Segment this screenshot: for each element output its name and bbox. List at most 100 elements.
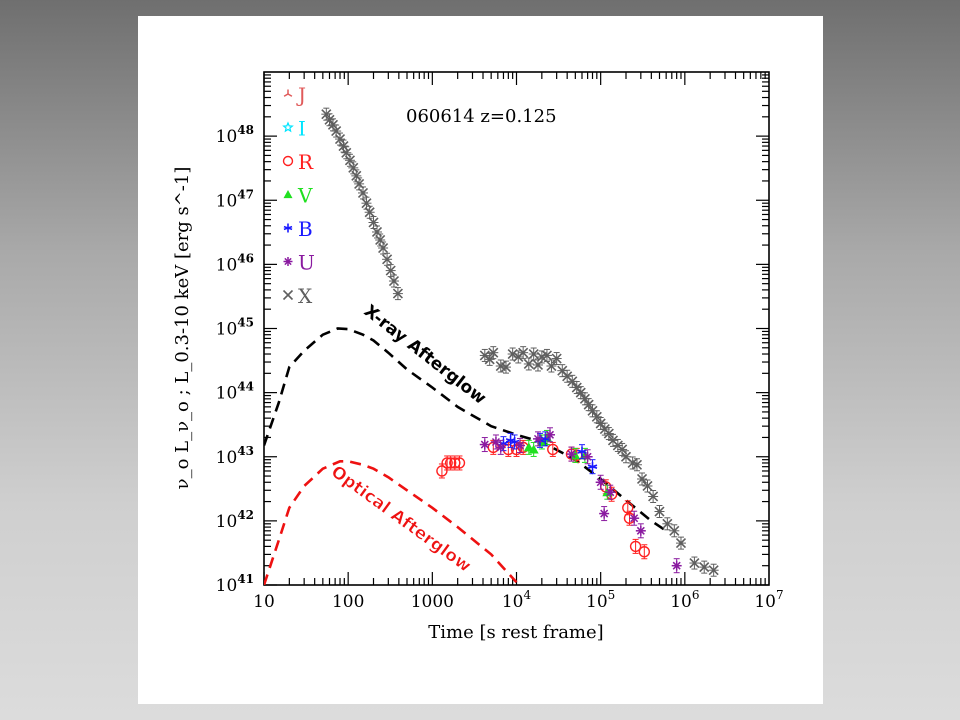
series-R	[436, 439, 651, 560]
marker-stroke	[546, 360, 557, 372]
marker-stroke	[348, 162, 359, 173]
y-tick-exponent: 42	[237, 508, 254, 522]
marker-stroke	[617, 444, 628, 455]
marker-stroke	[591, 411, 602, 422]
legend-label: I	[298, 117, 306, 141]
x-tick-label: 1000	[411, 592, 454, 612]
series-U	[479, 427, 682, 574]
marker-stroke	[388, 275, 400, 287]
x-tick-label: 104	[502, 588, 532, 612]
y-tick-exponent: 43	[237, 444, 254, 458]
x-tick-exponent: 6	[692, 588, 700, 602]
marker-stroke	[488, 347, 499, 358]
marker-stroke	[324, 114, 335, 125]
marker-stroke	[675, 538, 687, 549]
data-point-X	[551, 352, 562, 366]
marker-stroke	[540, 436, 551, 442]
y-tick-base: 10	[216, 384, 238, 404]
data-point-X	[620, 450, 632, 464]
legend-item-U: U	[283, 251, 315, 275]
data-point-X	[500, 360, 512, 374]
y-tick-exponent: 48	[237, 123, 254, 137]
marker-stroke	[484, 354, 495, 365]
data-point-R	[638, 544, 651, 560]
data-points	[321, 107, 719, 577]
data-point-X	[583, 398, 594, 412]
marker-stroke	[595, 418, 606, 429]
marker-stroke	[631, 459, 643, 470]
marker-stroke	[385, 265, 396, 276]
marker-stroke	[642, 480, 653, 492]
marker-shape	[283, 190, 293, 199]
data-point-X	[388, 274, 400, 288]
data-point-X	[392, 287, 403, 301]
data-point-X	[546, 359, 557, 373]
marker-stroke	[364, 207, 375, 218]
legend-label: B	[298, 217, 313, 241]
data-point-X	[636, 472, 648, 486]
marker-stroke	[518, 347, 529, 358]
data-point-R	[547, 441, 559, 457]
marker-stroke	[509, 439, 520, 445]
x-tick-base: 10	[670, 592, 692, 612]
marker-stroke	[528, 348, 539, 360]
data-point-X	[654, 505, 665, 519]
x-tick-base: 10	[253, 592, 275, 612]
optical-afterglow-curve	[264, 460, 518, 585]
marker-stroke	[361, 198, 372, 209]
data-point-U	[479, 437, 490, 453]
marker-stroke	[515, 441, 525, 450]
data-point-X	[385, 264, 396, 278]
data-point-V	[570, 447, 581, 463]
marker-stroke	[327, 119, 339, 130]
data-point-X	[357, 186, 369, 200]
marker-stroke	[392, 288, 403, 299]
data-point-X	[518, 346, 529, 360]
marker-stroke	[354, 178, 365, 189]
marker-stroke	[583, 399, 594, 410]
marker-stroke	[282, 289, 294, 301]
marker-stroke	[636, 526, 645, 535]
data-point-X	[571, 381, 582, 395]
chart: 10 100 1000 104 105 106 107 104110421043104410…	[172, 71, 784, 643]
y-tick-base: 10	[216, 255, 238, 275]
x-tick-label: 107	[754, 588, 783, 612]
data-point-X	[699, 560, 710, 574]
x-tick-exponent: 4	[524, 588, 532, 602]
x-tick-base: 10	[502, 592, 524, 612]
data-point-R	[436, 463, 448, 479]
marker-stroke	[606, 488, 615, 497]
marker-stroke	[648, 491, 659, 502]
data-point-X	[562, 369, 573, 383]
x-tick-labels: 10 100 1000 104 105 106 107	[253, 588, 783, 612]
x-tick-label: 106	[670, 588, 699, 612]
marker-stroke	[375, 234, 386, 246]
data-point-X	[603, 427, 614, 441]
marker-stroke	[699, 562, 710, 573]
y-tick-base: 10	[216, 512, 238, 532]
data-point-U	[635, 523, 646, 539]
y-tick-base: 10	[216, 320, 238, 340]
legend-label: R	[298, 150, 314, 174]
marker-stroke	[357, 187, 369, 199]
data-point-U	[532, 431, 543, 447]
marker-stroke	[382, 254, 393, 265]
marker-stroke	[287, 93, 293, 97]
data-point-U	[671, 558, 682, 574]
x-tick-exponent: 5	[608, 588, 616, 602]
marker-stroke	[500, 362, 512, 373]
marker-stroke	[557, 365, 568, 376]
marker-stroke	[532, 359, 544, 371]
marker-stroke	[662, 518, 673, 529]
data-point-X	[591, 410, 602, 424]
x-tick-label: 105	[586, 588, 615, 612]
annotation-xray-afterglow: X-ray Afterglow	[360, 301, 490, 409]
y-tick-label: 1045	[216, 316, 254, 340]
data-point-X	[523, 357, 534, 371]
marker-stroke	[551, 353, 562, 364]
marker-shape	[282, 121, 294, 133]
legend-label: J	[296, 83, 306, 107]
marker-stroke	[669, 525, 680, 536]
data-point-X	[708, 563, 719, 577]
